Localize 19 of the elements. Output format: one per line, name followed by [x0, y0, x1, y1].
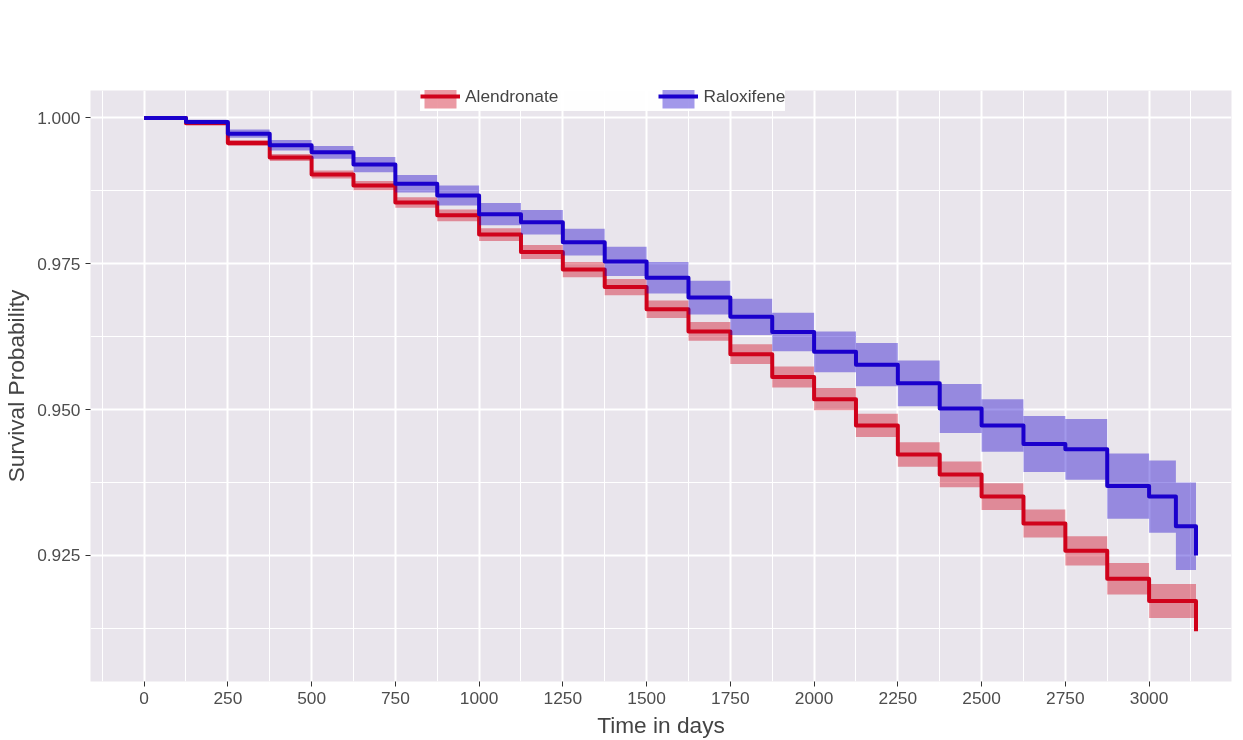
x-tick-label: 1500 — [627, 687, 666, 708]
x-tick-label: 1750 — [711, 687, 750, 708]
x-tick-label: 1000 — [459, 687, 499, 708]
x-tick-label: 500 — [297, 687, 327, 708]
x-tick-label: 3000 — [1129, 687, 1169, 708]
y-tick-label: 1.000 — [37, 107, 81, 128]
y-tick-label: 0.975 — [37, 253, 81, 274]
x-axis-title: Time in days — [597, 711, 725, 738]
x-tick-label: 1250 — [543, 687, 583, 708]
y-tick-label: 0.925 — [37, 545, 81, 566]
y-tick-label: 0.950 — [37, 399, 81, 420]
x-tick-label: 2000 — [794, 687, 834, 708]
x-tick-label: 750 — [380, 687, 410, 708]
x-tick-label: 0 — [139, 687, 149, 708]
x-tick-label: 2250 — [878, 687, 918, 708]
y-axis-title: Survival Probability — [3, 289, 30, 483]
x-tick-label: 250 — [213, 687, 243, 708]
x-tick-label: 2750 — [1046, 687, 1085, 708]
x-tick-label: 2500 — [962, 687, 1001, 708]
